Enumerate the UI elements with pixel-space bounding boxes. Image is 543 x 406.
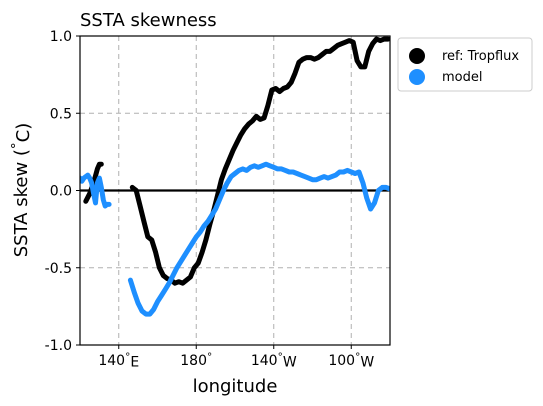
x-tick-label: 140°W	[251, 351, 297, 370]
legend: ref: Tropflux model	[397, 37, 533, 92]
legend-marker-tropflux	[409, 48, 425, 64]
x-axis-ticks: 140°E 180° 140°W 100°W	[98, 345, 374, 371]
series-line-tropflux	[129, 36, 390, 286]
y-tick-label: 1.0	[50, 29, 72, 45]
legend-label-model: model	[442, 70, 482, 85]
series-line-model	[127, 161, 390, 317]
legend-box	[397, 37, 533, 92]
series-line-model	[80, 172, 112, 209]
series-lines	[80, 36, 390, 317]
y-tick-label: -0.5	[45, 261, 72, 277]
x-tick-label: 140°E	[98, 351, 139, 370]
series-line-tropflux	[83, 161, 104, 204]
x-axis-label: longitude	[193, 376, 278, 397]
x-tick-label: 180°	[180, 351, 212, 369]
y-axis-label: SSTA skew (°C)	[9, 123, 34, 258]
legend-marker-model	[409, 69, 425, 85]
y-tick-label: -1.0	[45, 338, 72, 354]
y-tick-label: 0.0	[50, 184, 72, 200]
y-axis-ticks: -1.0 -0.5 0.0 0.5 1.0	[45, 29, 80, 354]
legend-label-tropflux: ref: Tropflux	[442, 49, 519, 64]
x-tick-label: 100°W	[328, 351, 374, 370]
y-tick-label: 0.5	[50, 106, 72, 122]
chart-title: SSTA skewness	[80, 10, 217, 31]
